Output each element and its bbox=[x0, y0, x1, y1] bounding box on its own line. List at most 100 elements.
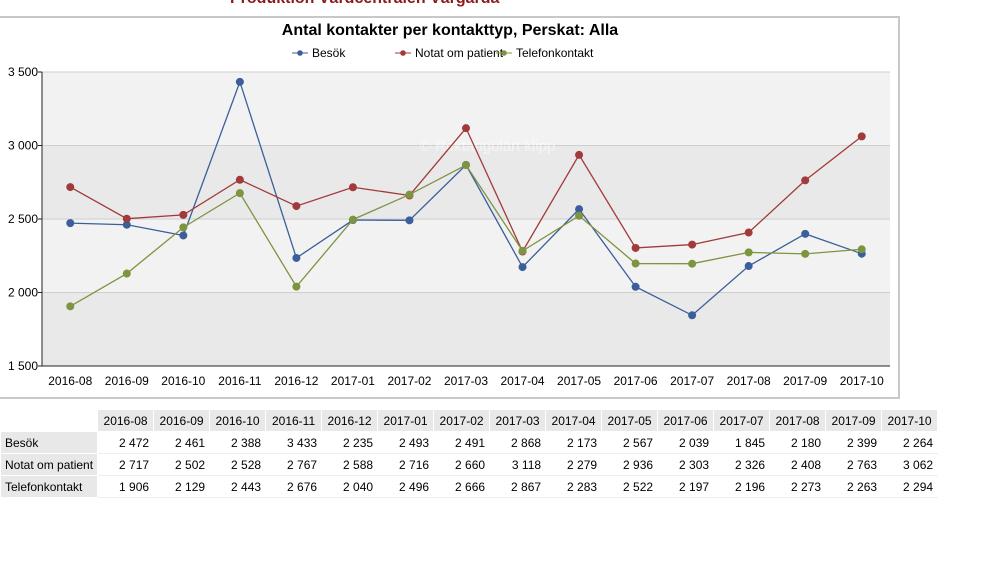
table-row: Notat om patient 2 717 2 502 2 528 2 767 2 58… bbox=[0, 453, 939, 476]
data-point bbox=[857, 245, 866, 254]
data-point bbox=[575, 211, 584, 220]
table-cell: 2 868 bbox=[489, 431, 547, 454]
data-point bbox=[179, 210, 188, 219]
table-column-header: 2016-09 bbox=[153, 409, 211, 432]
data-point bbox=[348, 183, 357, 192]
table-cell: 2 716 bbox=[377, 453, 435, 476]
chart-title: Antal kontakter per kontakttyp, Perskat:… bbox=[281, 22, 619, 39]
x-tick-label: 2017-07 bbox=[670, 374, 714, 388]
y-tick-label: 3 500 bbox=[8, 65, 38, 79]
table-cell: 2 567 bbox=[601, 431, 659, 454]
table-cell: 2 717 bbox=[97, 453, 155, 476]
table-column-header: 2017-01 bbox=[377, 409, 435, 432]
data-point bbox=[122, 214, 131, 223]
table-column-header: 2016-12 bbox=[321, 409, 379, 432]
x-tick-label: 2016-12 bbox=[274, 374, 318, 388]
legend-label: Notat om patient bbox=[415, 46, 504, 60]
table-row-label: Notat om patient bbox=[0, 453, 99, 476]
table-column-header: 2017-10 bbox=[881, 409, 939, 432]
table-cell: 2 408 bbox=[769, 453, 827, 476]
data-point bbox=[292, 282, 301, 291]
chart-legend: Besök Notat om patient Telefonkontakt bbox=[292, 46, 594, 60]
page-title: Produktion Vårdcentralen Vårgårda bbox=[230, 0, 499, 8]
table-cell: 1 906 bbox=[97, 475, 155, 498]
data-point bbox=[292, 202, 301, 211]
table-cell: 2 472 bbox=[97, 431, 155, 454]
plot-band bbox=[42, 145, 890, 219]
table-cell: 2 180 bbox=[769, 431, 827, 454]
table-cell: 2 588 bbox=[321, 453, 379, 476]
x-tick-label: 2017-09 bbox=[783, 374, 827, 388]
data-point bbox=[122, 269, 131, 278]
y-axis: 1 500 2 000 2 500 3 000 3 500 bbox=[8, 65, 42, 373]
table-cell: 2 936 bbox=[601, 453, 659, 476]
table-cell: 2 235 bbox=[321, 431, 379, 454]
table-cell: 2 388 bbox=[209, 431, 267, 454]
table-cell: 2 443 bbox=[209, 475, 267, 498]
table-cell: 2 264 bbox=[881, 431, 939, 454]
data-point bbox=[801, 249, 810, 258]
table-cell: 2 294 bbox=[881, 475, 939, 498]
data-point bbox=[179, 223, 188, 232]
table-column-header: 2017-07 bbox=[713, 409, 771, 432]
data-point bbox=[744, 262, 753, 271]
x-tick-label: 2017-08 bbox=[727, 374, 771, 388]
data-point bbox=[179, 231, 188, 240]
legend-label: Besök bbox=[312, 46, 346, 60]
table-cell: 2 197 bbox=[657, 475, 715, 498]
table-column-header: 2017-09 bbox=[825, 409, 883, 432]
y-tick-label: 2 500 bbox=[8, 212, 38, 226]
data-point bbox=[235, 189, 244, 198]
data-point bbox=[292, 253, 301, 262]
x-tick-label: 2017-01 bbox=[331, 374, 375, 388]
x-tick-label: 2016-10 bbox=[161, 374, 205, 388]
series-2 bbox=[66, 161, 866, 311]
legend-label: Telefonkontakt bbox=[516, 46, 594, 60]
table-cell: 2 173 bbox=[545, 431, 603, 454]
table-cell: 2 493 bbox=[377, 431, 435, 454]
table-column-header: 2017-05 bbox=[601, 409, 659, 432]
table-cell: 2 666 bbox=[433, 475, 491, 498]
data-point bbox=[688, 240, 697, 249]
data-point bbox=[631, 282, 640, 291]
data-point bbox=[744, 228, 753, 237]
x-tick-label: 2017-03 bbox=[444, 374, 488, 388]
data-point bbox=[744, 248, 753, 257]
legend-marker bbox=[400, 50, 406, 56]
table-cell: 3 433 bbox=[265, 431, 323, 454]
table-cell: 2 129 bbox=[153, 475, 211, 498]
data-point bbox=[66, 219, 75, 228]
data-point bbox=[66, 183, 75, 192]
table-cell: 2 491 bbox=[433, 431, 491, 454]
table-cell: 2 040 bbox=[321, 475, 379, 498]
legend-marker bbox=[297, 50, 303, 56]
table-cell: 2 676 bbox=[265, 475, 323, 498]
data-point bbox=[631, 259, 640, 268]
data-point bbox=[405, 216, 414, 225]
line-chart: Besök Notat om patient Telefonkontakt © Re… bbox=[8, 46, 890, 388]
table-cell: 2 502 bbox=[153, 453, 211, 476]
x-tick-label: 2016-09 bbox=[105, 374, 149, 388]
y-tick-label: 2 000 bbox=[8, 286, 38, 300]
data-point bbox=[235, 175, 244, 184]
table-body: Besök 2 472 2 461 2 388 3 433 2 235 2 493 2 491… bbox=[0, 431, 939, 498]
x-tick-label: 2017-10 bbox=[840, 374, 884, 388]
watermark-text: © Rektangulärt klipp bbox=[420, 138, 555, 155]
table-row-label: Telefonkontakt bbox=[0, 475, 99, 498]
data-point bbox=[575, 150, 584, 159]
data-point bbox=[518, 263, 527, 272]
table-cell: 2 263 bbox=[825, 475, 883, 498]
table-cell: 2 660 bbox=[433, 453, 491, 476]
data-point bbox=[518, 246, 527, 255]
plot-band bbox=[42, 219, 890, 293]
table-cell: 2 279 bbox=[545, 453, 603, 476]
table-column-header: 2016-08 bbox=[97, 409, 155, 432]
table-cell: 2 399 bbox=[825, 431, 883, 454]
x-tick-label: 2017-04 bbox=[501, 374, 545, 388]
table-row: Telefonkontakt 1 906 2 129 2 443 2 676 2 040 2… bbox=[0, 475, 939, 498]
legend-marker bbox=[501, 50, 507, 56]
table-column-header: 2017-08 bbox=[769, 409, 827, 432]
table-cell: 2 303 bbox=[657, 453, 715, 476]
table-column-header: 2017-04 bbox=[545, 409, 603, 432]
y-tick-label: 3 000 bbox=[8, 139, 38, 153]
